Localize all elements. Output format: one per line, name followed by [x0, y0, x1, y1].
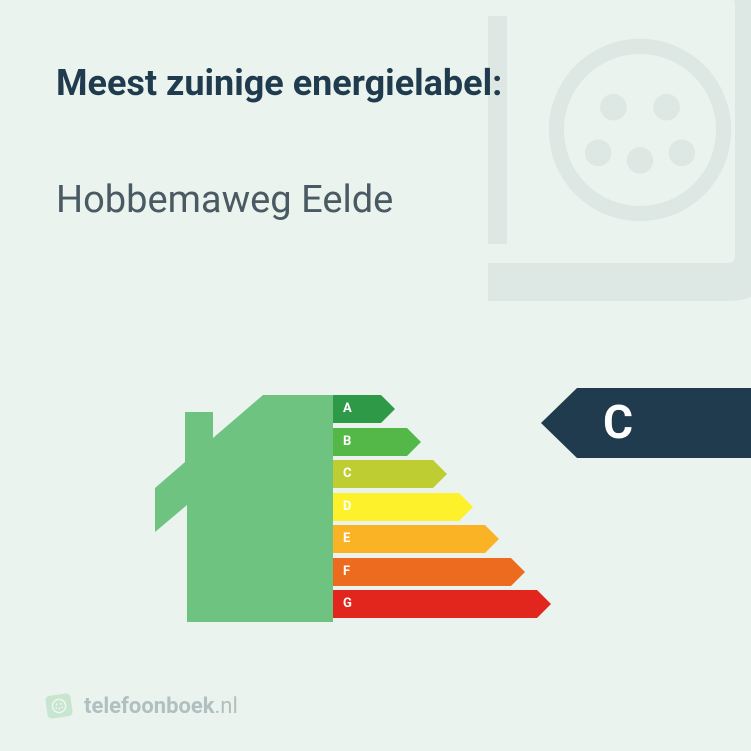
energy-label-chart: ABCDEFG: [155, 390, 595, 625]
page-title: Meest zuinige energielabel:: [56, 62, 502, 104]
energy-bar-shape: [333, 558, 525, 586]
footer-brand: telefoonboek.nl: [44, 691, 238, 721]
energy-bar-label: E: [343, 525, 350, 553]
phonebook-icon: [44, 691, 74, 721]
watermark-phonebook-icon: [431, 0, 751, 320]
result-letter: C: [603, 388, 633, 458]
energy-bar-label: B: [343, 428, 351, 456]
energy-bar-label: F: [343, 558, 350, 586]
energy-bar-label: C: [343, 460, 352, 488]
energy-bar-label: A: [343, 395, 352, 423]
brand-name: telefoonboek: [84, 694, 215, 719]
energy-bar-label: G: [343, 590, 352, 618]
brand-tld: .nl: [215, 694, 238, 719]
house-icon: [155, 390, 333, 625]
location-name: Hobbemaweg Eelde: [56, 178, 393, 222]
energy-bar-shape: [333, 525, 499, 553]
footer-text: telefoonboek.nl: [84, 694, 238, 719]
energy-bar-shape: [333, 493, 473, 521]
energy-bar-label: D: [343, 493, 351, 521]
result-badge: C: [541, 388, 751, 458]
energy-bar-shape: [333, 590, 551, 618]
